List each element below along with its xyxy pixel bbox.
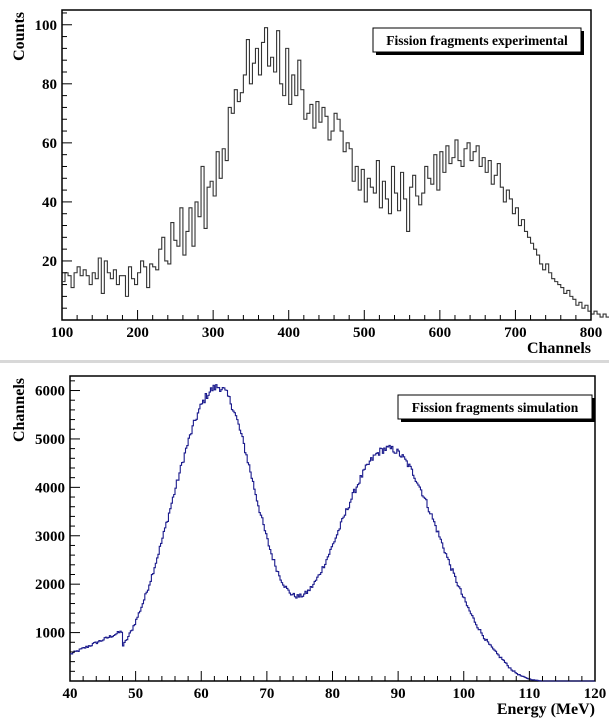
x-tick-label: 40 — [63, 686, 78, 702]
experimental-histogram-chart: 100 200 300 400 500 600 700 800 20 40 60 80 100 Chann… — [11, 9, 609, 357]
x-tick-label: 120 — [584, 686, 607, 702]
histogram-series — [62, 27, 609, 318]
x-tick-label: 100 — [453, 686, 476, 702]
simulation-chart-panel: 40 50 60 70 80 90 100 110 120 1000 2000 3000 4000 500… — [0, 363, 609, 720]
y-tick-label: 80 — [42, 77, 57, 93]
x-tick-label: 60 — [194, 686, 209, 702]
y-tick-label: 60 — [42, 136, 57, 152]
y-tick-label: 40 — [42, 195, 57, 211]
y-tick-label: 3000 — [35, 529, 65, 545]
x-tick-label: 200 — [126, 325, 149, 341]
x-tick-label: 50 — [128, 686, 143, 702]
legend-box — [397, 394, 593, 420]
y-tick-label: 4000 — [35, 480, 65, 496]
experimental-chart-panel: 100 200 300 400 500 600 700 800 20 40 60 80 100 Chann… — [0, 0, 609, 360]
x-tick-label: 90 — [391, 686, 406, 702]
y-axis-title: Channels — [11, 378, 28, 442]
x-tick-label: 70 — [259, 686, 274, 702]
x-tick-label: 100 — [51, 325, 74, 341]
panel-divider — [0, 360, 609, 363]
y-axis-title: Counts — [11, 12, 28, 61]
x-tick-label: 600 — [429, 325, 452, 341]
x-tick-label: 400 — [277, 325, 300, 341]
y-tick-label: 6000 — [35, 384, 65, 400]
x-tick-label: 500 — [353, 325, 376, 341]
x-tick-label: 110 — [519, 686, 541, 702]
simulation-histogram-chart: 40 50 60 70 80 90 100 110 120 1000 2000 3000 4000 500… — [11, 375, 607, 718]
legend-box — [372, 27, 582, 53]
y-tick-label: 1000 — [35, 626, 65, 642]
y-tick-label: 5000 — [35, 432, 65, 448]
legend-label: Fission fragments experimental — [386, 33, 568, 48]
plot-frame — [61, 9, 592, 321]
y-tick-label: 100 — [35, 18, 58, 34]
y-tick-label: 2000 — [35, 577, 65, 593]
x-tick-label: 300 — [202, 325, 225, 341]
x-tick-label: 80 — [325, 686, 340, 702]
y-tick-label: 20 — [42, 254, 57, 270]
x-axis-title: Energy (MeV) — [497, 701, 595, 718]
x-tick-label: 800 — [580, 325, 603, 341]
histogram-series — [70, 384, 595, 682]
legend-label: Fission fragments simulation — [412, 400, 579, 415]
x-axis-title: Channels — [527, 340, 591, 357]
x-tick-label: 700 — [504, 325, 527, 341]
